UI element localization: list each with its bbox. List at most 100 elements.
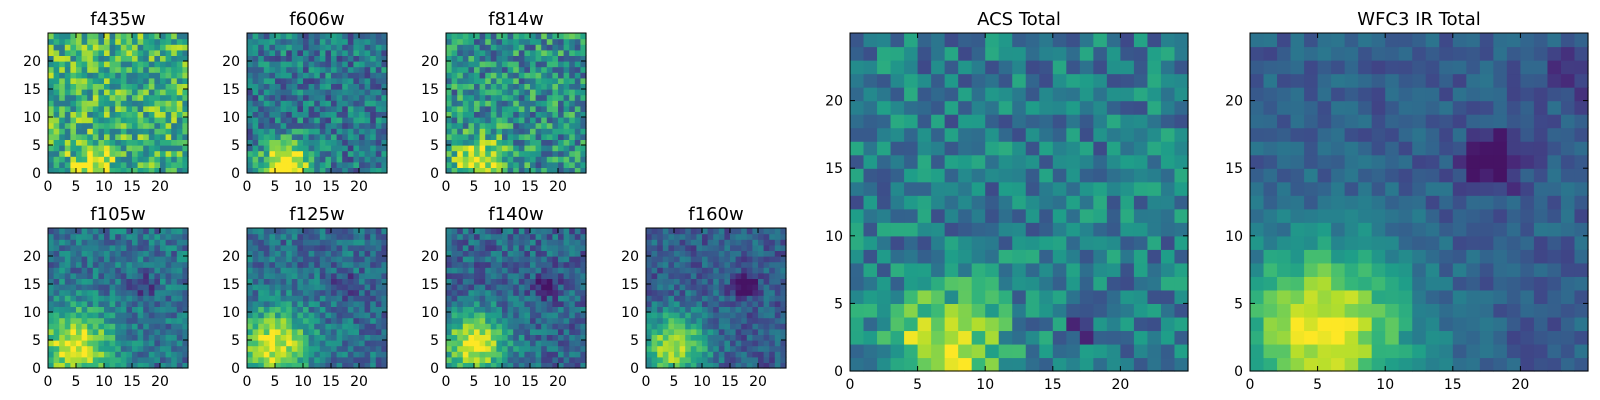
heatmap-cell [524,328,531,335]
heatmap-cell [457,250,464,257]
heatmap-cell [286,89,293,96]
heatmap-cell [81,66,88,73]
heatmap-cell [468,267,475,274]
heatmap-cell [375,295,382,302]
heatmap-cell [468,105,475,112]
heatmap-cell [674,351,681,358]
heatmap-cell [53,289,60,296]
heatmap-cell [741,300,748,307]
heatmap-cell [462,150,469,157]
heatmap-cell [87,261,94,268]
heatmap-cell [291,295,298,302]
heatmap-cell [269,256,276,263]
heatmap-cell [171,362,178,369]
heatmap-cell [474,250,481,257]
heatmap-cell [451,317,458,324]
heatmap-cell [263,128,270,135]
heatmap-cell [769,334,776,341]
y-tick-label: 5 [32,138,41,154]
heatmap-cell [1147,276,1162,291]
heatmap-cell [59,128,66,135]
heatmap-cell [331,89,338,96]
heatmap-cell [479,44,486,51]
heatmap-cell [462,228,469,235]
y-tick-label: 5 [630,333,639,349]
heatmap-cell [479,244,486,251]
heatmap-cell [563,38,570,45]
heatmap-cell [347,77,354,84]
heatmap-cell [336,133,343,140]
heatmap-cell [64,167,71,174]
heatmap-cell [375,156,382,163]
heatmap-cell [713,345,720,352]
heatmap-cell [291,100,298,107]
heatmap-cell [59,44,66,51]
heatmap-cell [474,167,481,174]
heatmap-cell [182,83,189,90]
heatmap-cell [877,249,892,264]
heatmap-cell [347,272,354,279]
heatmap-cell [552,239,559,246]
heatmap-cell [552,278,559,285]
heatmap-cell [713,267,720,274]
heatmap-cell [126,284,133,291]
heatmap-cell [269,139,276,146]
heatmap-cell [707,356,714,363]
heatmap-cell [1039,222,1054,237]
heatmap-cell [730,340,737,347]
heatmap-cell [375,334,382,341]
heatmap-cell [336,289,343,296]
heatmap-cell [563,334,570,341]
heatmap-cell [364,289,371,296]
heatmap-cell [109,228,116,235]
heatmap-cell [70,289,77,296]
heatmap-cell [280,167,287,174]
heatmap-cell [479,72,486,79]
heatmap-cell [314,161,321,168]
heatmap-cell [651,306,658,313]
heatmap-cell [314,150,321,157]
heatmap-cell [319,328,326,335]
heatmap-cell [81,317,88,324]
heatmap-cell [451,77,458,84]
heatmap-cell [524,77,531,84]
heatmap-cell [474,139,481,146]
heatmap-cell [92,334,99,341]
heatmap-cell [685,340,692,347]
heatmap-cell [286,284,293,291]
heatmap-cell [685,233,692,240]
heatmap-cell [646,289,653,296]
heatmap-cell [325,244,332,251]
heatmap-cell [247,323,254,330]
heatmap-cell [120,167,127,174]
heatmap-cell [668,323,675,330]
heatmap-cell [741,239,748,246]
heatmap-cell [574,128,581,135]
heatmap-cell [109,317,116,324]
heatmap-cell [696,345,703,352]
heatmap-cell [485,94,492,101]
heatmap-cell [535,128,542,135]
heatmap-cell [462,300,469,307]
heatmap-cell [258,306,265,313]
heatmap-cell [252,145,259,152]
heatmap-cell [462,323,469,330]
heatmap-cell [668,312,675,319]
heatmap-cell [275,340,282,347]
heatmap-cell [353,228,360,235]
heatmap-cell [370,272,377,279]
heatmap-cell [342,117,349,124]
heatmap-cell [668,228,675,235]
heatmap-cell [574,317,581,324]
heatmap-cell [546,94,553,101]
heatmap-cell [314,272,321,279]
heatmap-cell [998,181,1013,196]
heatmap-cell [59,72,66,79]
heatmap-cell [457,362,464,369]
heatmap-cell [182,267,189,274]
heatmap-cell [563,345,570,352]
heatmap-cell [258,49,265,56]
heatmap-cell [1093,303,1108,318]
heatmap-cell [662,239,669,246]
